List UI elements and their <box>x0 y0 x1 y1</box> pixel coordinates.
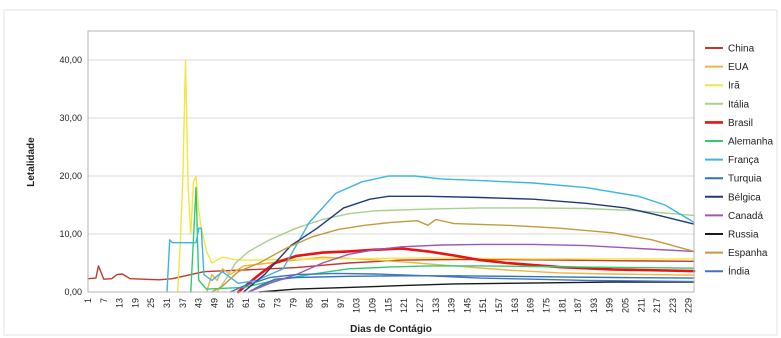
x-tick-label: 175 <box>541 298 551 313</box>
x-tick-label: 193 <box>589 298 599 313</box>
x-tick-label: 19 <box>130 298 140 308</box>
x-tick-label: 109 <box>368 298 378 313</box>
series-line-frança <box>166 175 695 293</box>
series-line-itália <box>216 207 695 293</box>
legend-label: Canadá <box>728 211 763 222</box>
y-tick-label: 10,00 <box>59 229 82 239</box>
x-tick-label: 13 <box>115 298 125 308</box>
x-tick-label: 55 <box>225 298 235 308</box>
y-axis-title: Letalidade <box>26 137 37 187</box>
series-line-brasil <box>236 247 696 294</box>
x-tick-label: 115 <box>383 298 393 312</box>
legend-label: EUA <box>728 62 749 73</box>
legend-label: Espanha <box>728 248 768 259</box>
legend-item: Bélgica <box>705 192 761 203</box>
legend-label: Russia <box>728 230 759 241</box>
legend-item: Brasil <box>705 118 753 129</box>
x-axis-title: Dias de Contágio <box>350 324 432 335</box>
legend-item: Turquia <box>705 174 762 185</box>
x-tick-label: 211 <box>636 298 646 312</box>
x-tick-label: 151 <box>478 298 488 313</box>
x-tick-label: 43 <box>194 298 204 308</box>
legend-item: Espanha <box>705 248 768 259</box>
legend-item: China <box>705 44 755 55</box>
legend-label: França <box>728 155 760 166</box>
legend-label: Brasil <box>728 118 753 129</box>
x-tick-label: 121 <box>399 298 409 313</box>
y-tick-label: 20,00 <box>59 171 82 181</box>
legend-label: Irã <box>728 81 740 92</box>
legend-item: Russia <box>705 230 759 241</box>
x-tick-label: 229 <box>684 298 694 313</box>
x-tick-label: 127 <box>415 298 425 313</box>
legend-item: Índia <box>705 265 750 278</box>
x-tick-label: 169 <box>526 298 536 313</box>
x-tick-label: 187 <box>573 298 583 313</box>
x-tick-label: 181 <box>557 298 567 313</box>
x-tick-label: 73 <box>273 298 283 308</box>
x-tick-label: 163 <box>510 298 520 313</box>
axes <box>87 30 695 293</box>
x-tick-label: 133 <box>431 298 441 313</box>
y-tick-label: 40,00 <box>59 55 82 65</box>
x-tick-label: 37 <box>178 298 188 308</box>
series-layer <box>87 59 696 294</box>
x-tick-label: 49 <box>209 298 219 308</box>
chart-frame <box>3 9 778 336</box>
series-line-índia <box>229 272 695 293</box>
legend-item: Irã <box>705 81 740 92</box>
legend-label: Itália <box>728 99 750 110</box>
x-tick-label: 67 <box>257 298 267 308</box>
x-tick-label: 25 <box>146 298 156 308</box>
series-line-alemanha <box>190 186 695 293</box>
x-tick-label: 97 <box>336 298 346 308</box>
legend-label: Índia <box>728 265 750 278</box>
x-tick-label: 139 <box>447 298 457 313</box>
x-tick-label: 85 <box>304 298 314 308</box>
legend-item: Alemanha <box>705 137 773 148</box>
x-tick-label: 199 <box>605 298 615 313</box>
legend-item: Canadá <box>705 211 763 222</box>
y-tick-label: 0,00 <box>64 287 82 297</box>
plot-area <box>87 30 695 293</box>
x-tick-label: 205 <box>620 298 630 313</box>
y-tick-label: 30,00 <box>59 113 82 123</box>
x-tick-label: 1 <box>83 298 93 303</box>
series-line-bélgica <box>242 195 695 293</box>
x-tick-label: 91 <box>320 298 330 308</box>
series-line-irã <box>176 59 695 293</box>
x-tick-label: 61 <box>241 298 251 308</box>
x-tick-label: 31 <box>162 298 172 308</box>
series-line-turquia <box>248 275 695 293</box>
legend-label: Bélgica <box>728 192 761 203</box>
legend: China EUA Irã Itália Brasil Alemanha França Tur… <box>705 44 773 278</box>
legend-label: China <box>728 44 755 55</box>
legend-label: Alemanha <box>728 137 773 148</box>
y-tick-labels: 0,00 10,00 20,00 30,00 40,00 <box>59 55 82 297</box>
x-tick-label: 223 <box>668 298 678 313</box>
x-tick-labels: 1 7 13 19 25 31 37 43 49 55 61 67 73 79 85 91 97 103 109 11… <box>83 298 694 313</box>
x-tick-label: 103 <box>352 298 362 313</box>
series-line-russia <box>258 281 695 293</box>
x-tick-label: 7 <box>99 298 109 303</box>
x-tick-label: 79 <box>289 298 299 308</box>
legend-label: Turquia <box>728 174 762 185</box>
legend-item: Itália <box>705 99 750 110</box>
x-tick-label: 157 <box>494 298 504 313</box>
series-line-espanha <box>211 218 695 293</box>
legend-item: França <box>705 155 760 166</box>
x-tick-label: 217 <box>652 298 662 313</box>
x-tick-label: 145 <box>462 298 472 313</box>
legend-item: EUA <box>705 62 749 73</box>
